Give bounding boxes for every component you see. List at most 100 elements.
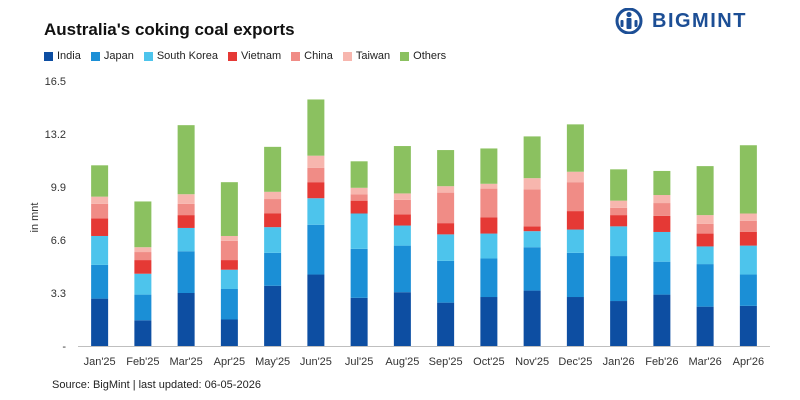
bar-segment-others <box>437 150 455 187</box>
bar-segment-japan <box>437 260 455 303</box>
bar-segment-south-korea <box>177 227 195 252</box>
bar-segment-china <box>653 203 671 216</box>
x-tick-label: Mar'26 <box>688 356 721 368</box>
bar-segment-taiwan <box>134 247 152 253</box>
bar-segment-china <box>480 188 498 218</box>
bar-segment-south-korea <box>739 245 757 275</box>
bar-segment-south-korea <box>437 234 455 261</box>
legend-swatch <box>44 51 53 61</box>
bar-segment-others <box>264 146 282 192</box>
bar-segment-vietnam <box>653 215 671 232</box>
bar-segment-vietnam <box>307 182 325 199</box>
bar-segment-south-korea <box>350 213 368 249</box>
bar-segment-others <box>220 182 238 236</box>
legend-swatch <box>400 51 410 61</box>
bar-segment-china <box>610 207 628 216</box>
y-tick-label: 16.5 <box>45 76 66 88</box>
bar-segment-south-korea <box>307 198 325 225</box>
brand-logo: BIGMINT <box>614 8 747 34</box>
bigmint-logo-icon <box>615 8 643 34</box>
bar-segment-india <box>739 305 757 346</box>
x-tick-label: Aug'25 <box>385 356 419 368</box>
legend-item-japan: Japan <box>90 50 134 62</box>
bar-segment-taiwan <box>220 235 238 241</box>
bar-segment-china <box>220 240 238 261</box>
bar-segment-india <box>610 301 628 346</box>
bar-segment-china <box>696 223 714 234</box>
bar-segment-others <box>480 148 498 184</box>
bar-segment-vietnam <box>739 231 757 246</box>
bar-segment-vietnam <box>393 214 411 226</box>
bar-segment-japan <box>566 252 584 298</box>
bar-segment-india <box>393 292 411 346</box>
y-tick-label: - <box>62 341 66 353</box>
bar-segment-india <box>653 294 671 346</box>
x-tick-label: Sep'25 <box>429 356 463 368</box>
bar-segment-taiwan <box>566 171 584 183</box>
bar-segment-japan <box>653 261 671 295</box>
bar-segment-india <box>307 274 325 346</box>
legend-item-india: India <box>44 50 81 62</box>
bar-segment-japan <box>480 258 498 298</box>
bar-segment-taiwan <box>653 195 671 204</box>
bar-segment-others <box>177 125 195 195</box>
bar-segment-japan <box>307 224 325 275</box>
bar-segment-india <box>177 293 195 346</box>
bar-segment-taiwan <box>91 196 109 204</box>
bar-segment-others <box>307 99 325 156</box>
y-axis-label: in mnt <box>29 203 41 233</box>
bar-segment-japan <box>264 252 282 286</box>
bar-segment-others <box>350 161 368 188</box>
bar-segment-south-korea <box>220 269 238 289</box>
bar-segment-japan <box>610 256 628 302</box>
bar-segment-others <box>134 201 152 248</box>
y-tick-label: 9.9 <box>51 182 66 194</box>
bar-segment-china <box>393 199 411 215</box>
legend-item-south-korea: South Korea <box>143 50 218 62</box>
legend-swatch <box>90 51 100 61</box>
bar-segment-taiwan <box>696 215 714 224</box>
bar-segment-taiwan <box>264 191 282 200</box>
x-tick-label: Jan'26 <box>603 356 635 368</box>
legend-item-taiwan: Taiwan <box>342 50 390 62</box>
bar-segment-china <box>437 192 455 224</box>
bar-segment-taiwan <box>350 187 368 195</box>
bar-segment-china <box>134 252 152 261</box>
y-tick-label: 3.3 <box>51 288 66 300</box>
bar-segment-vietnam <box>437 223 455 235</box>
bar-segment-taiwan <box>307 155 325 168</box>
bar-segment-south-korea <box>393 225 411 246</box>
bar-segment-japan <box>91 264 109 299</box>
bar-segment-taiwan <box>393 193 411 200</box>
x-tick-label: Oct'25 <box>473 356 504 368</box>
chart-title: Australia's coking coal exports <box>44 20 295 39</box>
bar-segment-vietnam <box>480 217 498 234</box>
bar-segment-south-korea <box>523 231 541 248</box>
legend-item-others: Others <box>400 50 446 62</box>
bar-segment-others <box>393 146 411 194</box>
bar-segment-china <box>350 194 368 201</box>
bar-segment-india <box>566 297 584 346</box>
bar-segment-vietnam <box>177 215 195 228</box>
x-tick-label: May'25 <box>255 356 290 368</box>
bar-segment-south-korea <box>91 235 109 265</box>
bar-segment-vietnam <box>610 215 628 227</box>
legend-label: China <box>304 50 333 62</box>
bar-segment-others <box>696 166 714 216</box>
bar-segment-india <box>696 306 714 346</box>
bar-segment-china <box>91 203 109 219</box>
bar-segment-taiwan <box>523 178 541 190</box>
brand-name: BIGMINT <box>652 9 747 32</box>
bar-segment-japan <box>134 294 152 321</box>
bar-segment-india <box>437 302 455 346</box>
y-tick-label: 13.2 <box>45 129 66 141</box>
bar-segment-china <box>739 220 757 232</box>
bar-segment-china <box>307 167 325 183</box>
bar-segment-japan <box>393 245 411 293</box>
bar-segment-vietnam <box>523 226 541 232</box>
x-tick-label: Feb'25 <box>126 356 159 368</box>
legend-swatch <box>342 51 352 61</box>
bar-segment-others <box>566 124 584 172</box>
legend-label: Others <box>413 50 447 62</box>
